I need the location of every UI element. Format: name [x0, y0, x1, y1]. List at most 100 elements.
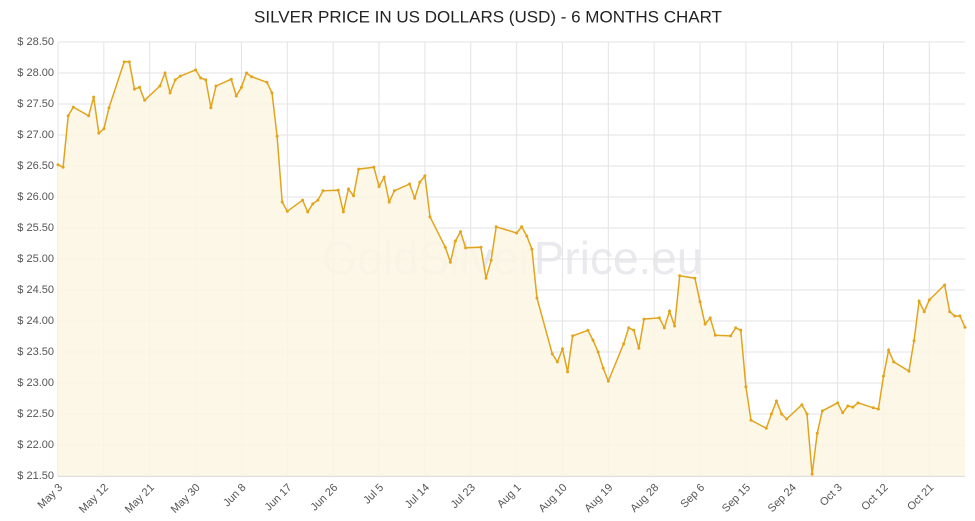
- point: [56, 163, 60, 167]
- point: [515, 231, 519, 235]
- point: [800, 403, 804, 407]
- area: [58, 61, 965, 477]
- x-tick-label: May 12: [77, 482, 111, 516]
- x-tick-label: Jul 5: [361, 482, 386, 507]
- point: [408, 182, 412, 186]
- point: [520, 225, 524, 229]
- point: [321, 189, 325, 193]
- point: [912, 339, 916, 343]
- y-tick-label: $ 25.00: [17, 253, 54, 265]
- point: [265, 80, 269, 84]
- point: [892, 360, 896, 364]
- point: [239, 85, 243, 89]
- x-tick-label: Jun 26: [308, 482, 340, 514]
- point: [642, 317, 646, 321]
- x-tick-label: Aug 10: [536, 482, 569, 515]
- point: [627, 326, 631, 330]
- point: [143, 98, 147, 102]
- point: [958, 314, 962, 318]
- point: [560, 347, 564, 351]
- point: [245, 71, 249, 75]
- point: [387, 200, 391, 204]
- point: [606, 379, 610, 383]
- point: [132, 87, 136, 91]
- point: [820, 409, 824, 413]
- point: [729, 334, 733, 338]
- point: [963, 325, 967, 329]
- point: [810, 472, 814, 476]
- point: [168, 91, 172, 95]
- point: [535, 296, 539, 300]
- point: [71, 105, 75, 109]
- x-tick-label: May 3: [35, 482, 65, 512]
- point: [204, 78, 208, 82]
- point: [622, 342, 626, 346]
- point: [851, 405, 855, 409]
- x-tick-label: Aug 19: [582, 482, 615, 515]
- point: [97, 131, 101, 135]
- point: [448, 260, 452, 264]
- point: [443, 245, 447, 249]
- y-tick-label: $ 26.50: [17, 160, 54, 172]
- point: [662, 326, 666, 330]
- point: [122, 60, 126, 64]
- point: [66, 114, 70, 118]
- point: [805, 412, 809, 416]
- point: [749, 418, 753, 422]
- point: [199, 76, 203, 80]
- point: [887, 348, 891, 352]
- point: [214, 84, 218, 88]
- point: [479, 245, 483, 249]
- point: [92, 95, 96, 99]
- point: [657, 316, 661, 320]
- point: [311, 202, 315, 206]
- x-tick-label: Jul 23: [449, 482, 478, 511]
- point: [392, 189, 396, 193]
- point: [637, 346, 641, 350]
- point: [173, 78, 177, 82]
- x-tick-label: Sep 15: [720, 482, 753, 515]
- x-tick-label: Aug 1: [495, 482, 524, 511]
- point: [61, 165, 65, 169]
- point: [698, 300, 702, 304]
- point: [178, 74, 182, 78]
- y-tick-label: $ 25.50: [17, 222, 54, 234]
- point: [713, 333, 717, 337]
- x-tick-label: Oct 3: [818, 482, 845, 509]
- y-tick-label: $ 28.50: [17, 36, 54, 48]
- point: [632, 328, 636, 332]
- point: [453, 239, 457, 243]
- point: [764, 426, 768, 430]
- point: [464, 246, 468, 250]
- y-tick-label: $ 21.50: [17, 470, 54, 482]
- point: [234, 94, 238, 98]
- point: [341, 210, 345, 214]
- point: [550, 352, 554, 356]
- point: [275, 134, 279, 138]
- x-tick-label: Jun 8: [221, 482, 249, 510]
- x-tick-label: Sep 24: [766, 482, 799, 515]
- point: [703, 322, 707, 326]
- x-tick-label: May 21: [123, 482, 157, 516]
- y-tick-label: $ 26.00: [17, 191, 54, 203]
- x-tick-label: Oct 21: [905, 482, 936, 513]
- point: [734, 326, 738, 330]
- y-tick-label: $ 27.50: [17, 98, 54, 110]
- point: [785, 417, 789, 421]
- point: [336, 188, 340, 192]
- point: [601, 366, 605, 370]
- point: [815, 431, 819, 435]
- chart-title: SILVER PRICE IN US DOLLARS (USD) - 6 MON…: [254, 7, 722, 26]
- x-tick-label: Sep 6: [678, 482, 707, 511]
- point: [346, 187, 350, 191]
- point: [953, 314, 957, 318]
- point: [586, 328, 590, 332]
- y-tick-label: $ 24.50: [17, 284, 54, 296]
- point: [525, 234, 529, 238]
- point: [372, 165, 376, 169]
- point: [382, 175, 386, 179]
- y-tick-label: $ 23.50: [17, 346, 54, 358]
- point: [744, 385, 748, 389]
- point: [708, 316, 712, 320]
- point: [484, 276, 488, 280]
